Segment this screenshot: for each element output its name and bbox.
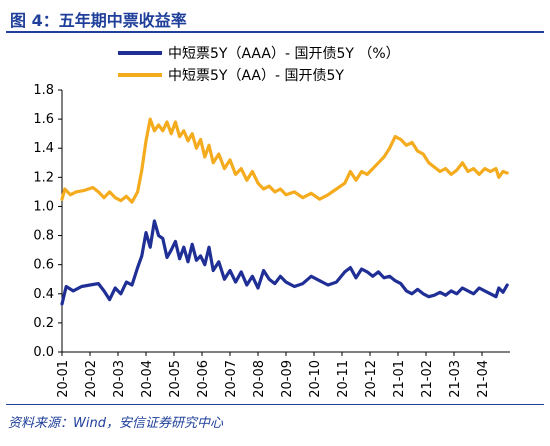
y-tick-label: 0.6 [33,258,54,273]
x-axis: 20-01 20-02 20-03 20-04 20-05 20-06 20-07 20-08… [56,351,510,398]
y-tick-label: 1.6 [33,112,54,127]
y-tick-label: 1.0 [33,199,54,214]
x-tick-label: 20-05 [168,360,183,398]
y-tick-label: 1.8 [33,83,54,98]
x-tick-label: 21-04 [476,360,491,398]
legend: 中短票5Y（AAA）- 国开债5Y （%） 中短票5Y（AA）- 国开债5Y [118,46,400,84]
y-tick-label: 1.4 [33,141,54,156]
x-tick-label: 20-03 [112,360,127,398]
x-tick-label: 20-09 [280,360,295,398]
x-tick-label: 20-04 [140,360,155,398]
series-aa-line [60,117,509,204]
y-tick-label: 0.0 [33,345,54,360]
x-tick-label: 21-02 [420,360,435,398]
x-tick-label: 20-06 [196,360,211,398]
y-tick-label: 1.2 [33,170,54,185]
plot-area [60,117,509,306]
x-tick-label: 20-07 [224,360,239,398]
title-divider [6,31,544,33]
y-axis: 0.0 0.2 0.4 0.6 0.8 1.0 1.2 1.4 1.6 1.8 [33,83,63,360]
chart-title: 图 4：五年期中票收益率 [10,11,187,30]
source-note: 资料来源：Wind，安信证券研究中心 [8,416,223,431]
y-tick-label: 0.2 [33,316,54,331]
legend-label-aaa: 中短票5Y（AAA）- 国开债5Y （%） [168,46,400,62]
series-aaa-line [60,219,509,306]
x-tick-label: 20-08 [252,360,267,398]
x-tick-label: 20-01 [56,360,71,398]
x-tick-label: 21-03 [448,360,463,398]
x-tick-label: 20-10 [308,360,323,398]
x-tick-label: 20-02 [84,360,99,398]
y-tick-label: 0.4 [33,287,54,302]
x-tick-label: 20-12 [364,360,379,398]
footer-divider [6,404,544,405]
y-tick-label: 0.8 [33,229,54,244]
x-tick-label: 21-01 [392,360,407,398]
x-tick-label: 20-11 [336,360,351,398]
legend-label-aa: 中短票5Y（AA）- 国开债5Y [168,68,344,84]
